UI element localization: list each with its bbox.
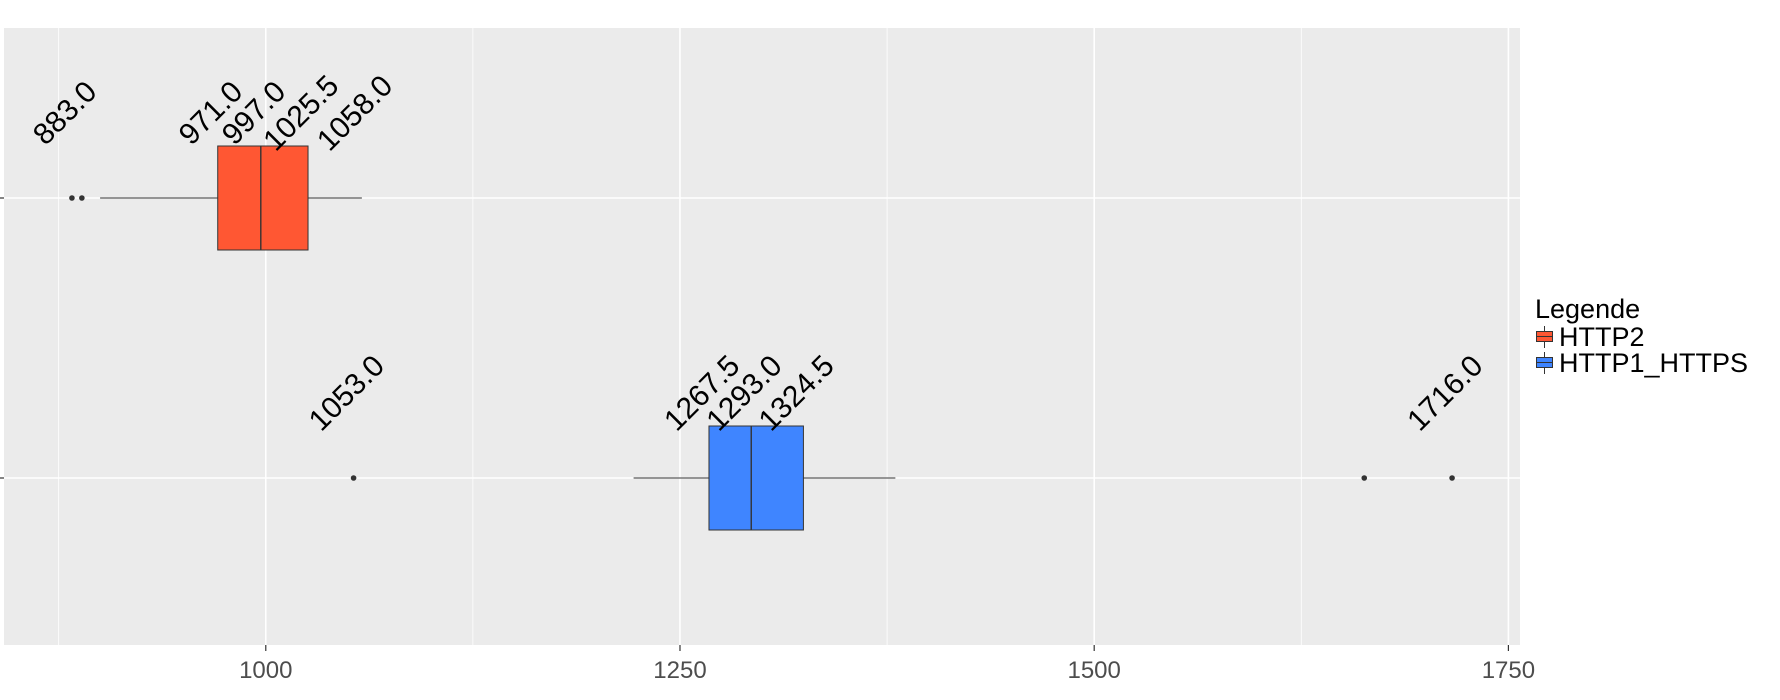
outlier-point [69,195,75,201]
outlier-point [350,475,357,481]
outlier-point [1361,475,1368,481]
x-tick-label: 1250 [653,657,706,684]
x-axis: 1000 1250 1500 1750 [239,645,1535,684]
iqr-box [708,425,804,531]
legend-label-http2: HTTP2 [1559,322,1645,352]
outlier-point [1449,475,1455,481]
box-http2 [69,145,362,251]
legend-title: Legende [1535,294,1641,324]
minor-gridlines [58,28,1302,645]
box-http1-https [350,425,1455,531]
x-tick-label: 1500 [1067,657,1120,684]
legend-key-http1-https [1535,352,1555,374]
plot-panel [4,28,1520,645]
iqr-box [217,145,309,251]
legend: Legende HTTP2 HTTP1_HTTPS [1535,294,1749,378]
legend-key-http2 [1535,326,1555,348]
y-axis [0,197,4,479]
x-tick-label: 1000 [239,657,292,684]
box-series [69,145,1455,531]
x-tick-label: 1750 [1482,657,1535,684]
legend-item-http1-https: HTTP1_HTTPS [1535,348,1749,378]
legend-label-http1-https: HTTP1_HTTPS [1559,348,1749,378]
outlier-point [79,195,85,201]
legend-item-http2: HTTP2 [1535,322,1748,352]
